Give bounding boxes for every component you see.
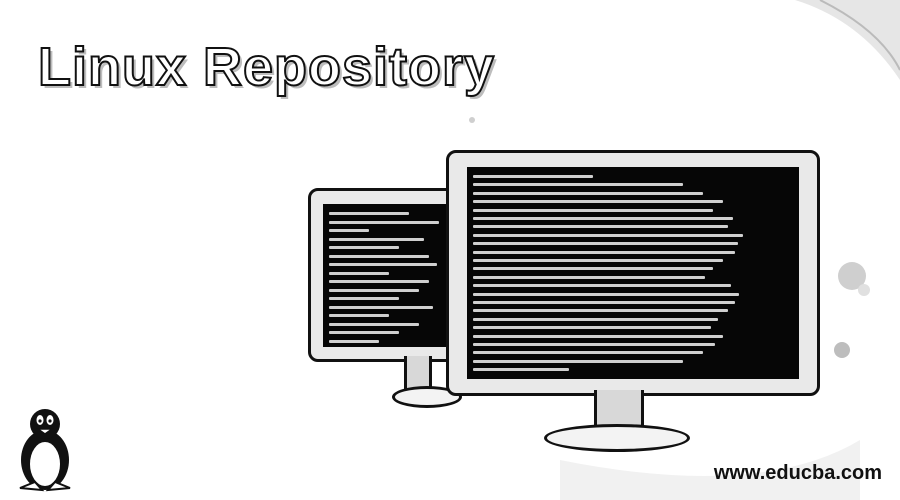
terminal-line	[329, 220, 439, 224]
terminal-line	[329, 297, 399, 300]
website-watermark: www.educba.com	[713, 462, 882, 484]
terminal-line	[473, 208, 713, 212]
terminal-line	[473, 259, 723, 262]
terminal-line	[473, 250, 735, 254]
terminal-line	[329, 246, 399, 249]
terminal-line	[473, 200, 723, 204]
terminal-line	[473, 175, 593, 178]
terminal-line	[329, 339, 379, 343]
terminal-line	[329, 271, 389, 275]
terminal-line	[473, 233, 743, 237]
main-monitor-base	[544, 424, 690, 452]
terminal-line	[473, 217, 733, 220]
terminal-window-icon	[323, 204, 455, 347]
terminal-line	[329, 322, 419, 326]
page-title: Linux Repository	[37, 36, 496, 98]
terminal-line	[473, 334, 723, 338]
terminal-line	[329, 331, 399, 334]
terminal-line	[473, 317, 718, 321]
terminal-line	[473, 191, 703, 195]
terminal-line	[329, 263, 437, 266]
terminal-window-icon	[467, 167, 799, 379]
terminal-line	[473, 267, 713, 271]
terminal-line	[329, 254, 429, 258]
terminal-line	[473, 343, 715, 346]
main-monitor-icon	[446, 150, 820, 396]
terminal-line	[329, 280, 429, 283]
terminal-line	[473, 326, 711, 330]
terminal-line	[329, 237, 424, 241]
terminal-line	[473, 359, 683, 363]
terminal-line	[329, 212, 409, 215]
secondary-monitor-base	[392, 386, 462, 408]
terminal-line	[473, 292, 739, 296]
terminal-line	[329, 305, 433, 309]
terminal-line	[473, 225, 728, 229]
secondary-monitor-stand	[404, 356, 432, 390]
terminal-line	[473, 242, 738, 246]
tux-penguin-icon	[19, 409, 71, 492]
terminal-line	[473, 275, 705, 279]
terminal-line	[473, 351, 703, 355]
terminal-line	[329, 229, 369, 232]
terminal-line	[473, 309, 728, 313]
terminal-line	[473, 301, 735, 304]
terminal-line	[329, 288, 419, 292]
terminal-line	[473, 284, 731, 288]
secondary-monitor-icon	[308, 188, 462, 362]
terminal-line	[473, 368, 569, 372]
terminal-line	[329, 314, 389, 317]
terminal-line	[473, 183, 683, 187]
